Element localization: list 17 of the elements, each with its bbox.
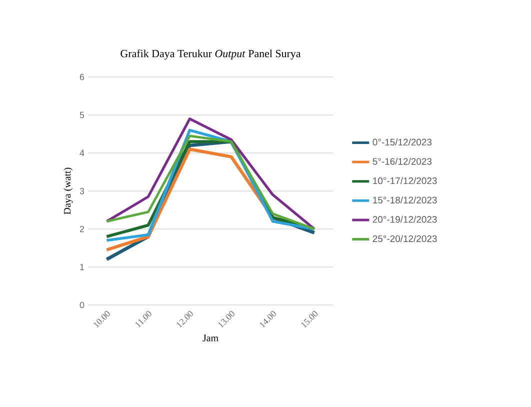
x-axis-title: Jam xyxy=(202,334,218,342)
legend-label: 20°-19/12/2023 xyxy=(372,216,437,223)
chart-title: Grafik Daya Terukur Output Panel Surya xyxy=(120,49,301,60)
legend-label: 5°-16/12/2023 xyxy=(372,158,432,165)
y-axis-title: Daya (watt) xyxy=(64,168,73,214)
legend-label: 0°-15/12/2023 xyxy=(372,138,432,146)
legend-label: 15°-18/12/2023 xyxy=(373,196,437,204)
y-tick-label: 3 xyxy=(80,188,84,194)
y-tick-label: 2 xyxy=(80,226,84,232)
legend-label: 10°-17/12/2023 xyxy=(373,177,437,184)
y-tick-label: 0 xyxy=(80,302,84,308)
legend-label: 25°-20/12/2023 xyxy=(372,235,437,242)
y-tick-label: 5 xyxy=(80,112,84,118)
y-tick-label: 6 xyxy=(80,74,84,80)
line-series xyxy=(105,118,316,230)
y-tick-label: 4 xyxy=(80,150,84,156)
y-tick-label: 1 xyxy=(80,264,84,270)
